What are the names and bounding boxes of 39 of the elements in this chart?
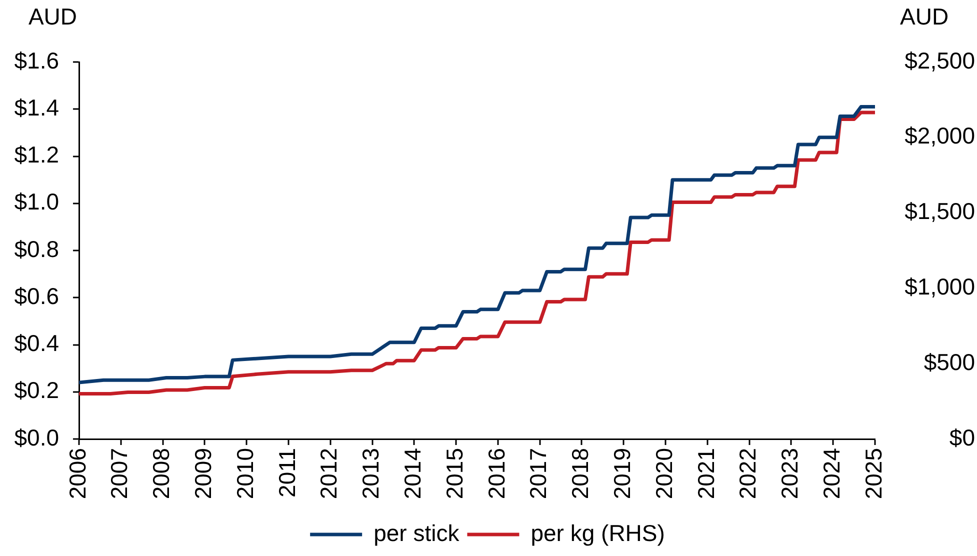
x-tick-label: 2023 [776, 448, 803, 500]
x-tick-label: 2012 [316, 448, 342, 500]
x-tick-label: 2013 [358, 448, 384, 500]
x-tick-label: 2011 [274, 448, 300, 498]
y-tick-label: $1.0 [14, 188, 59, 215]
x-tick-label: 2014 [400, 448, 426, 500]
x-tick-label: 2020 [650, 448, 677, 500]
x-tick-label: 2019 [608, 448, 635, 500]
y2-tick-label: $500 [924, 348, 975, 375]
x-tick-label: 2021 [692, 448, 719, 500]
x-tick-label: 2016 [483, 448, 510, 500]
x-tick-label: 2018 [567, 448, 594, 500]
x-tick-label: 2006 [64, 448, 90, 500]
legend-label: per kg (RHS) [530, 520, 665, 546]
y2-tick-label: $1,000 [904, 274, 975, 300]
y2-tick-label: $2,500 [904, 47, 975, 74]
x-tick-label: 2024 [818, 448, 844, 500]
y-tick-label: $0.8 [14, 236, 59, 262]
y2-tick-label: $2,000 [904, 122, 975, 149]
y-axis-title: AUD [28, 3, 77, 30]
x-tick-label: 2022 [734, 448, 761, 500]
y2-axis-title: AUD [900, 3, 949, 30]
x-tick-label: 2008 [148, 448, 174, 500]
x-tick-label: 2007 [106, 448, 132, 500]
y-tick-label: $1.6 [14, 47, 59, 74]
legend-label: per stick [374, 520, 460, 546]
x-tick-label: 2010 [232, 448, 258, 500]
y-tick-label: $0.6 [14, 282, 59, 309]
y-tick-label: $0.4 [14, 330, 60, 356]
y-tick-label: $1.2 [14, 142, 59, 168]
x-tick-label: 2025 [860, 448, 886, 500]
x-tick-label: 2009 [190, 448, 216, 500]
y-tick-label: $1.4 [14, 94, 60, 120]
x-tick-label: 2017 [525, 448, 552, 500]
y-tick-label: $0.0 [14, 424, 59, 450]
y2-tick-label: $1,500 [904, 198, 975, 224]
x-tick-label: 2015 [441, 448, 468, 500]
y2-tick-label: $0 [949, 424, 975, 450]
y-tick-label: $0.2 [14, 377, 59, 404]
